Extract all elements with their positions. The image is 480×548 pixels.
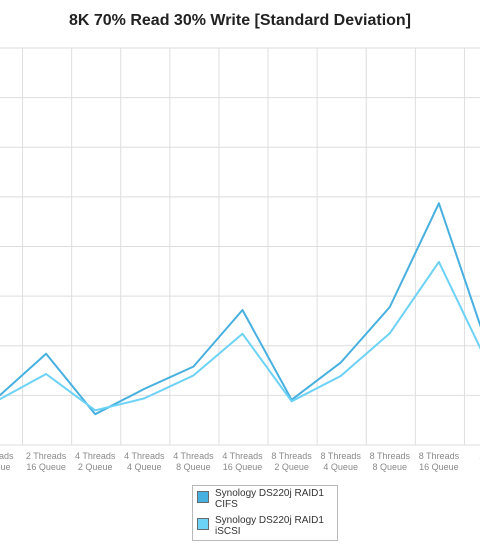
legend: Synology DS220j RAID1 CIFS Synology DS22… xyxy=(192,485,338,541)
x-tick-label: 8 Threads 8 Queue xyxy=(370,451,411,472)
x-tick-label: 8 Threads 16 Queue xyxy=(419,451,460,472)
legend-swatch-iscsi xyxy=(197,518,209,530)
x-tick-label: ThreadsQueue xyxy=(0,451,14,472)
legend-swatch-cifs xyxy=(197,491,209,503)
legend-item-cifs[interactable]: Synology DS220j RAID1 CIFS xyxy=(197,488,335,512)
legend-label-cifs: Synology DS220j RAID1 CIFS xyxy=(215,488,324,510)
x-tick-label: 4 Threads 16 Queue xyxy=(222,451,263,472)
x-tick-label: 4 Threads 2 Queue xyxy=(75,451,116,472)
x-tick-label: 4 Threads 4 Queue xyxy=(124,451,165,472)
legend-label-iscsi: Synology DS220j RAID1 iSCSI xyxy=(215,515,324,537)
chart-title: 8K 70% Read 30% Write [Standard Deviatio… xyxy=(68,12,412,29)
legend-item-iscsi[interactable]: Synology DS220j RAID1 iSCSI xyxy=(197,515,335,539)
x-tick-label: 2 Threads 16 Queue xyxy=(26,451,67,472)
x-tick-label: 8 Threads 2 Queue xyxy=(271,451,312,472)
series-line-cifs xyxy=(0,202,480,416)
x-tick-label: 4 Threads 8 Queue xyxy=(173,451,214,472)
x-tick-label: 8 Threads 4 Queue xyxy=(321,451,362,472)
series-line-iscsi xyxy=(0,260,480,412)
